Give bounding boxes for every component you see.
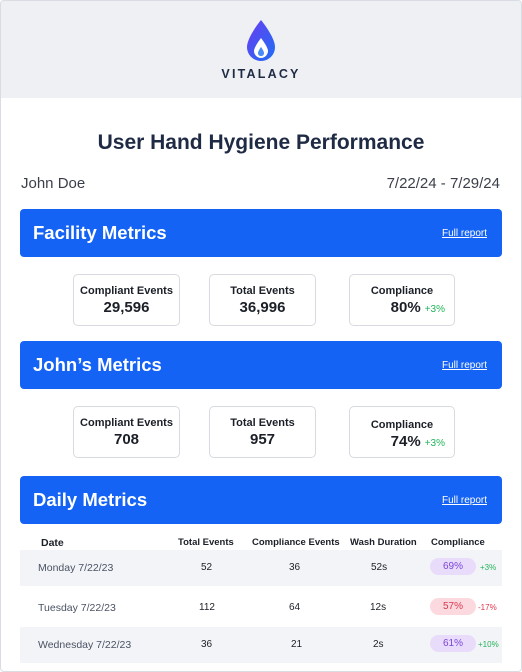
card-value: 74% <box>390 433 421 450</box>
row-date: Wednesday 7/22/23 <box>38 639 132 651</box>
john-metrics-banner: John’s Metrics Full report <box>20 341 502 389</box>
user-line: John Doe 7/22/24 - 7/29/24 <box>21 175 500 192</box>
facility-metrics-title: Facility Metrics <box>33 222 167 243</box>
card-label: Compliance <box>370 419 434 431</box>
facility-compliance-card: Compliance 80% +3% <box>349 274 455 326</box>
facility-metrics-banner: Facility Metrics Full report <box>20 209 502 257</box>
card-value-row: 80% +3% <box>350 299 454 316</box>
table-row[interactable]: Tuesday 7/22/23 112 64 12s 57% -17% <box>20 590 502 626</box>
john-compliant-events-card: Compliant Events 708 <box>73 406 180 458</box>
row-total-events: 112 <box>199 602 215 613</box>
card-value-row: 74% +3% <box>350 433 454 450</box>
john-compliance-card: Compliance 74% +3% <box>349 406 455 458</box>
brand-name: VITALACY <box>221 67 301 81</box>
facility-total-events-card: Total Events 36,996 <box>209 274 316 326</box>
column-header-wash-duration: Wash Duration <box>350 537 417 548</box>
row-date: Tuesday 7/22/23 <box>38 602 116 614</box>
card-label: Compliant Events <box>80 417 173 429</box>
card-label: Compliant Events <box>80 285 173 297</box>
card-value: 36,996 <box>239 299 286 316</box>
row-compliance-events: 64 <box>289 602 301 613</box>
row-wash-duration: 12s <box>370 602 387 613</box>
compliance-pill: 57% <box>430 598 476 615</box>
column-header-total-events: Total Events <box>178 537 234 548</box>
card-value: 708 <box>113 431 140 448</box>
column-header-compliance-events: Compliance Events <box>252 537 340 548</box>
row-wash-duration: 2s <box>373 639 384 650</box>
facility-full-report-link[interactable]: Full report <box>441 227 487 239</box>
row-total-events: 52 <box>201 562 213 573</box>
john-metric-cards: Compliant Events 708 Total Events 957 Co… <box>1 406 521 458</box>
john-metrics-title: John’s Metrics <box>33 354 162 375</box>
column-header-compliance: Compliance <box>431 537 485 548</box>
compliance-delta: +3% <box>424 438 445 449</box>
table-row[interactable]: Monday 7/22/23 52 36 52s 69% +3% <box>20 550 502 586</box>
date-range: 7/22/24 - 7/29/24 <box>386 175 500 192</box>
card-value: 29,596 <box>103 299 150 316</box>
row-compliance-events: 21 <box>291 639 303 650</box>
card-label: Total Events <box>230 285 295 297</box>
page-title: User Hand Hygiene Performance <box>97 131 425 154</box>
row-total-events: 36 <box>201 639 213 650</box>
card-value: 80% <box>390 299 421 316</box>
john-total-events-card: Total Events 957 <box>209 406 316 458</box>
report-header: VITALACY <box>1 1 521 98</box>
daily-metrics-title: Daily Metrics <box>33 489 148 510</box>
compliance-delta: +3% <box>424 304 445 315</box>
facility-metric-cards: Compliant Events 29,596 Total Events 36,… <box>1 274 521 326</box>
compliance-pill: 69% <box>430 558 476 575</box>
row-compliance-events: 36 <box>289 562 301 573</box>
row-date: Monday 7/22/23 <box>38 562 114 574</box>
compliance-pill: 61% <box>430 635 476 652</box>
daily-metrics-table: Date Total Events Compliance Events Wash… <box>20 532 502 554</box>
compliance-delta: -17% <box>478 603 497 612</box>
droplet-logo-icon <box>247 20 275 61</box>
daily-full-report-link[interactable]: Full report <box>441 494 487 506</box>
table-row[interactable]: Wednesday 7/22/23 36 21 2s 61% +10% <box>20 627 502 663</box>
table-header: Date Total Events Compliance Events Wash… <box>20 532 502 554</box>
card-value: 957 <box>249 431 276 448</box>
compliance-delta: +3% <box>480 563 497 572</box>
john-full-report-link[interactable]: Full report <box>441 359 487 371</box>
column-header-date: Date <box>41 537 64 549</box>
card-label: Total Events <box>230 417 295 429</box>
row-wash-duration: 52s <box>371 562 388 573</box>
daily-metrics-banner: Daily Metrics Full report <box>20 476 502 524</box>
card-label: Compliance <box>370 285 434 297</box>
user-name: John Doe <box>21 175 86 192</box>
facility-compliant-events-card: Compliant Events 29,596 <box>73 274 180 326</box>
compliance-delta: +10% <box>478 640 499 649</box>
